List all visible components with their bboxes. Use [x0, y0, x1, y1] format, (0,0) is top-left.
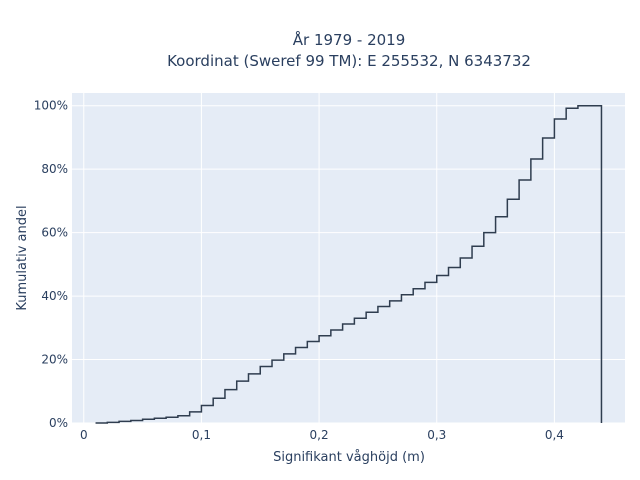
- y-tick-labels: 0% 20% 40% 60% 80% 100%: [34, 99, 68, 430]
- series-group: [95, 104, 603, 424]
- x-tick-label: 0,1: [192, 428, 211, 442]
- grid: [72, 93, 625, 424]
- chart-title-line-2: Koordinat (Sweref 99 TM): E 255532, N 63…: [167, 52, 531, 70]
- y-tick-label: 20%: [41, 353, 68, 367]
- x-tick-label: 0,2: [310, 428, 329, 442]
- x-tick-labels: 0 0,1 0,2 0,3 0,4: [80, 428, 564, 442]
- chart-title-line-1: År 1979 - 2019: [293, 30, 406, 49]
- x-tick-label: 0: [80, 428, 88, 442]
- y-tick-label: 100%: [34, 99, 68, 113]
- y-tick-label: 0%: [49, 416, 68, 430]
- y-tick-label: 80%: [41, 162, 68, 176]
- y-axis-label: Kumulativ andel: [15, 205, 30, 310]
- x-tick-label: 0,4: [545, 428, 564, 442]
- y-tick-label: 60%: [41, 226, 68, 240]
- plot-area: [72, 93, 625, 423]
- series-line: [95, 104, 603, 424]
- x-axis-label: Signifikant våghöjd (m): [273, 450, 425, 465]
- x-tick-label: 0,3: [427, 428, 446, 442]
- y-tick-label: 40%: [41, 289, 68, 303]
